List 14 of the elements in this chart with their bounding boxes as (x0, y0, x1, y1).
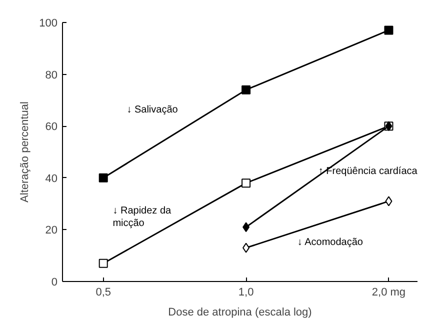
x-tick-label: 2,0 mg (372, 286, 406, 298)
series-label: ↓ Salivação (126, 104, 178, 116)
y-tick-label: 60 (45, 121, 58, 134)
y-tick-label: 80 (45, 69, 58, 82)
x-axis-title: Dose de atropina (escala log) (168, 306, 312, 318)
series-label: ↓ Rapidez da micção (112, 206, 172, 229)
y-tick-label: 40 (45, 172, 58, 185)
y-tick-label: 20 (45, 224, 58, 237)
x-tick-label: 1,0 (238, 286, 254, 298)
y-axis-title: Alteração percentual (19, 102, 32, 202)
y-tick-label: 100 (39, 18, 58, 30)
series-label: ↓ Acomodação (297, 237, 364, 248)
x-tick-label: 0,5 (96, 286, 112, 298)
y-tick-label: 0 (51, 276, 58, 288)
